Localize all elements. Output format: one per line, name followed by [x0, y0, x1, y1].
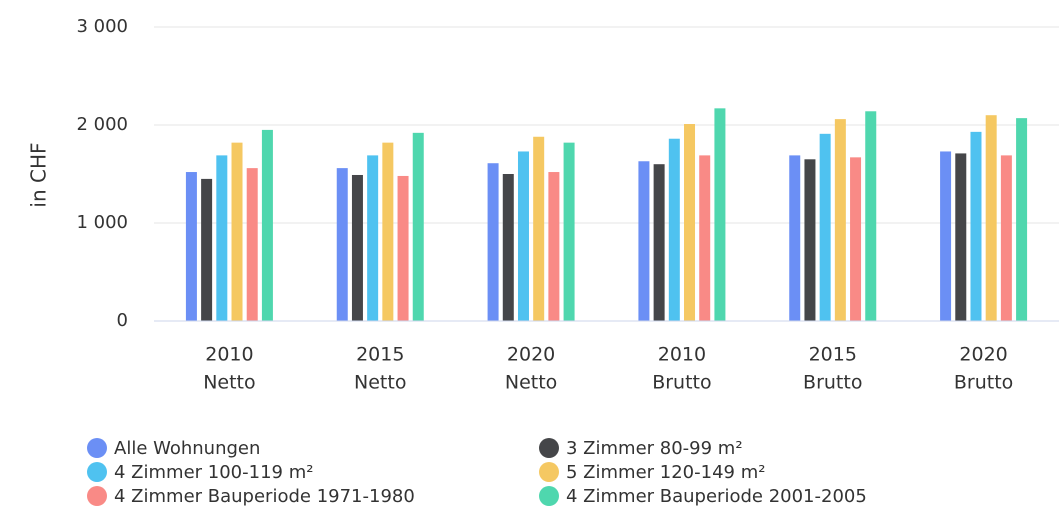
- x-tick-label: 2010: [205, 344, 253, 366]
- bar: [336, 168, 348, 321]
- x-tick-label: 2020: [959, 344, 1007, 366]
- bar: [382, 142, 394, 321]
- legend-marker: [539, 438, 559, 458]
- bar: [412, 132, 424, 321]
- bar: [216, 155, 228, 321]
- bar: [261, 129, 273, 321]
- x-tick-label: Brutto: [652, 372, 711, 394]
- bar: [684, 124, 696, 322]
- legend-marker: [87, 462, 107, 482]
- bar: [1016, 118, 1028, 321]
- bar: [185, 172, 197, 321]
- bar: [351, 174, 363, 321]
- legend-marker: [539, 486, 559, 506]
- bar: [517, 151, 529, 321]
- y-axis-label: in CHF: [27, 142, 51, 207]
- y-tick-label: 2 000: [76, 114, 128, 135]
- legend-label: 4 Zimmer Bauperiode 1971-1980: [114, 486, 415, 507]
- x-tick-label: Netto: [203, 372, 255, 394]
- x-tick-label: 2015: [809, 344, 857, 366]
- bar: [714, 108, 726, 321]
- x-tick-label: 2015: [356, 344, 404, 366]
- bar: [850, 157, 862, 321]
- bar: [201, 178, 213, 321]
- x-tick-label: Netto: [354, 372, 406, 394]
- bar: [231, 142, 243, 321]
- legend-label: 4 Zimmer Bauperiode 2001-2005: [566, 486, 867, 507]
- bar: [638, 161, 650, 321]
- legend-label: Alle Wohnungen: [114, 438, 260, 459]
- x-tick-label: Netto: [505, 372, 557, 394]
- bar: [985, 115, 997, 321]
- bar: [819, 133, 831, 321]
- legend-marker: [87, 438, 107, 458]
- bar: [1000, 155, 1012, 321]
- bar: [789, 155, 801, 321]
- bar: [970, 131, 982, 321]
- bar: [804, 159, 816, 321]
- y-tick-label: 0: [117, 310, 128, 331]
- bar: [955, 153, 967, 321]
- bar: [548, 172, 560, 321]
- bar: [502, 174, 514, 321]
- y-tick-label: 3 000: [76, 16, 128, 37]
- bar: [533, 136, 545, 321]
- bar: [834, 119, 846, 322]
- legend-label: 3 Zimmer 80-99 m²: [566, 438, 743, 459]
- bar: [246, 168, 258, 321]
- x-tick-label: 2020: [507, 344, 555, 366]
- x-tick-label: 2010: [658, 344, 706, 366]
- bar: [563, 142, 575, 321]
- bar: [487, 163, 499, 321]
- legend-label: 5 Zimmer 120-149 m²: [566, 462, 765, 483]
- bar: [397, 175, 409, 321]
- bar: [367, 155, 379, 321]
- legend-label: 4 Zimmer 100-119 m²: [114, 462, 313, 483]
- bar: [653, 164, 665, 321]
- x-tick-label: Brutto: [954, 372, 1013, 394]
- bar: [940, 151, 952, 321]
- y-tick-label: 1 000: [76, 212, 128, 233]
- bar: [865, 111, 877, 321]
- legend-marker: [539, 462, 559, 482]
- bar: [668, 138, 680, 321]
- x-tick-label: Brutto: [803, 372, 862, 394]
- legend-marker: [87, 486, 107, 506]
- bar: [699, 155, 711, 321]
